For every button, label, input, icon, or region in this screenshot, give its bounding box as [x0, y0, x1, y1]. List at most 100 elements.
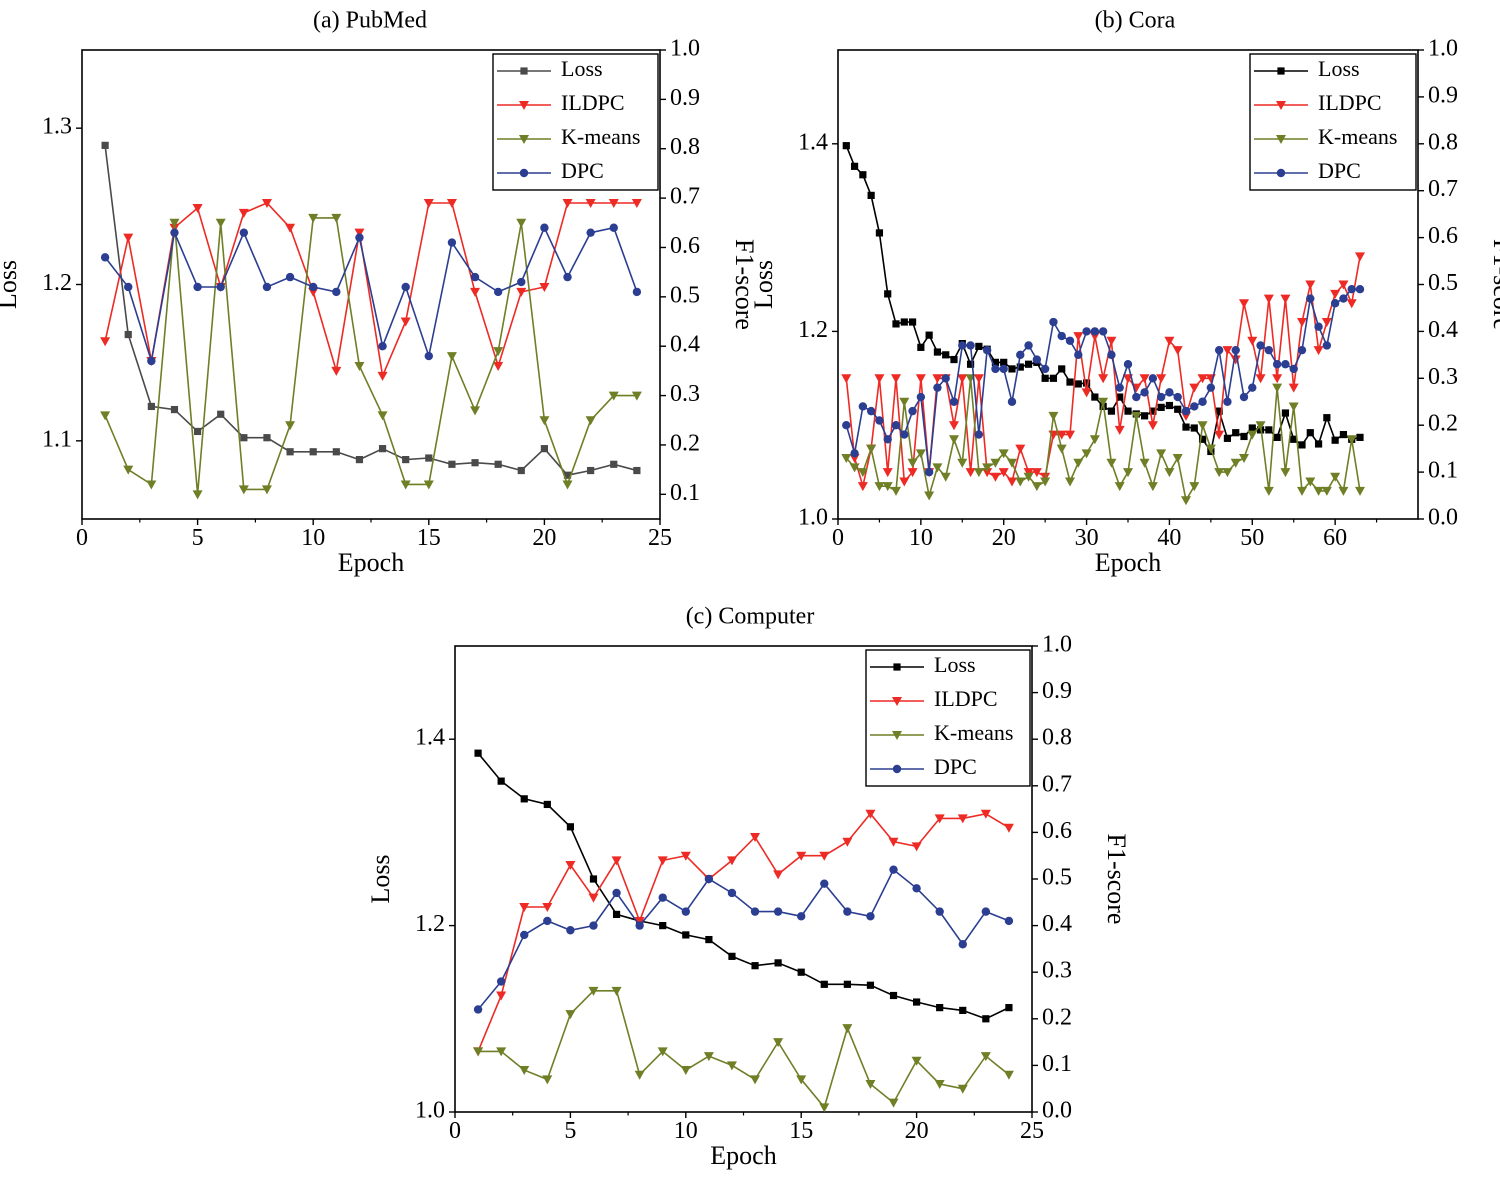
data-point — [934, 814, 945, 824]
data-point — [1089, 435, 1100, 445]
data-point — [913, 998, 921, 1006]
data-point — [1306, 294, 1315, 303]
data-point — [657, 1047, 668, 1057]
data-point — [915, 449, 926, 459]
x-axis-label: Epoch — [710, 1141, 776, 1170]
data-point — [1148, 374, 1158, 383]
data-point — [474, 749, 482, 757]
data-point — [1157, 403, 1165, 411]
data-point — [1005, 1004, 1013, 1012]
data-point — [888, 1098, 899, 1108]
data-point — [681, 907, 690, 916]
legend-label: K-means — [934, 720, 1013, 745]
data-point — [1323, 414, 1331, 422]
y-right-tick-label: 0.6 — [1042, 818, 1072, 844]
data-point — [1065, 336, 1075, 345]
data-point — [1232, 429, 1240, 437]
data-point — [631, 199, 642, 209]
y-right-tick-label: 0.6 — [670, 233, 700, 259]
data-point — [633, 466, 641, 475]
data-point — [1297, 318, 1307, 328]
series-line-k-means — [104, 217, 637, 495]
data-point — [377, 411, 388, 421]
y-right-tick-label: 0.7 — [670, 184, 700, 210]
data-point — [1222, 468, 1233, 478]
legend-marker — [519, 168, 529, 178]
data-point — [658, 893, 667, 902]
data-point — [1056, 444, 1067, 454]
data-point — [941, 374, 950, 383]
data-point — [585, 199, 596, 209]
data-point — [796, 1075, 807, 1085]
legend-marker — [519, 135, 529, 144]
x-tick-label: 20 — [992, 525, 1016, 551]
y-right-tick-label: 0.7 — [1042, 771, 1072, 797]
series-k-means — [100, 213, 642, 500]
data-point — [950, 355, 958, 364]
data-point — [1147, 482, 1158, 492]
data-point — [585, 416, 596, 426]
data-point — [949, 397, 959, 406]
data-point — [1239, 454, 1249, 464]
data-point — [932, 374, 943, 384]
data-point — [1248, 383, 1257, 392]
y-right-tick-label: 0.5 — [1428, 270, 1458, 296]
data-point — [1004, 916, 1014, 926]
y-left-tick-label: 1.3 — [42, 114, 72, 140]
data-point — [916, 392, 926, 402]
data-point — [866, 912, 875, 921]
legend-marker — [892, 731, 902, 740]
data-point — [1056, 430, 1067, 440]
data-point — [1356, 433, 1364, 441]
data-point — [842, 1024, 853, 1034]
data-point — [965, 468, 976, 478]
data-point — [841, 374, 852, 384]
data-point — [1107, 350, 1116, 360]
data-point — [1272, 383, 1283, 393]
series-ildpc — [473, 809, 1014, 1057]
data-point — [1330, 299, 1340, 308]
data-point — [1015, 444, 1026, 454]
data-point — [726, 856, 737, 866]
series-dpc — [842, 284, 1365, 477]
data-point — [516, 218, 527, 228]
data-point — [1140, 412, 1149, 420]
y-right-tick-label: 0.1 — [1042, 1051, 1072, 1077]
series-line-ildpc — [477, 812, 1010, 1052]
data-point — [1015, 477, 1026, 487]
data-point — [332, 287, 341, 297]
chart-title: (b) Cora — [1095, 8, 1176, 34]
y-right-tick-label: 0.8 — [670, 134, 700, 160]
data-point — [866, 406, 876, 416]
data-point — [1139, 458, 1150, 468]
legend-marker — [1276, 135, 1286, 144]
y-right-tick-label: 0.7 — [1428, 176, 1458, 202]
data-point — [170, 405, 179, 414]
series-line-loss — [477, 752, 1010, 1020]
data-point — [1290, 435, 1298, 443]
legend-label: DPC — [561, 158, 604, 183]
data-point — [908, 318, 917, 326]
y-right-tick-label: 0.3 — [670, 381, 700, 407]
legend-box — [492, 53, 659, 191]
data-point — [493, 361, 504, 371]
data-point — [797, 912, 806, 921]
data-point — [494, 460, 502, 468]
data-point — [911, 842, 922, 852]
data-point — [773, 907, 783, 916]
data-point — [704, 874, 714, 884]
data-point — [859, 171, 867, 179]
data-point — [1346, 435, 1357, 445]
data-point — [1023, 468, 1034, 478]
data-point — [907, 458, 918, 468]
data-point — [891, 486, 901, 496]
data-point — [1003, 823, 1014, 833]
data-point — [820, 980, 828, 988]
data-point — [1355, 252, 1365, 262]
data-point — [882, 468, 893, 478]
x-tick-label: 30 — [1075, 525, 1099, 551]
data-point — [933, 383, 942, 392]
data-point — [423, 199, 434, 209]
data-point — [1016, 363, 1024, 371]
chart-title: (a) PubMed — [313, 8, 427, 34]
